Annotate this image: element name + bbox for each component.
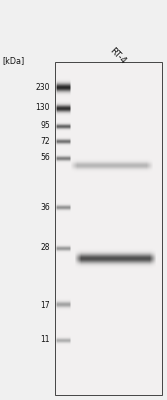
Text: 36: 36 xyxy=(40,202,50,212)
Text: RT-4: RT-4 xyxy=(108,46,128,66)
Text: 11: 11 xyxy=(41,336,50,344)
Text: 28: 28 xyxy=(41,244,50,252)
Text: 130: 130 xyxy=(36,104,50,112)
Text: 56: 56 xyxy=(40,154,50,162)
Bar xyxy=(55,62,162,395)
Text: 95: 95 xyxy=(40,122,50,130)
Text: [kDa]: [kDa] xyxy=(2,56,24,65)
Text: 72: 72 xyxy=(40,136,50,146)
Text: 230: 230 xyxy=(36,84,50,92)
Text: 17: 17 xyxy=(40,300,50,310)
